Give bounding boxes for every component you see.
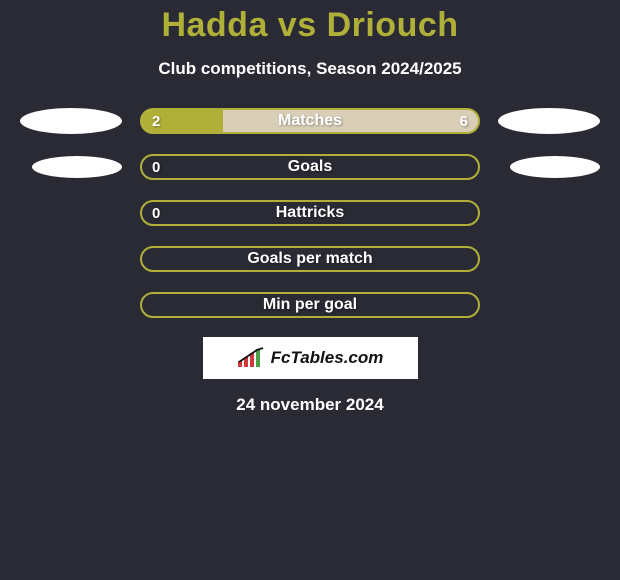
subtitle: Club competitions, Season 2024/2025	[0, 59, 620, 79]
logo-sparkline-icon	[237, 347, 267, 369]
player-right-ellipse	[510, 156, 600, 178]
stat-bar: 26Matches	[140, 108, 480, 134]
stat-bar: 0Goals	[140, 154, 480, 180]
stat-bar: 0Hattricks	[140, 200, 480, 226]
stat-right-value: 6	[460, 110, 468, 132]
stats-rows: 26Matches0Goals0HattricksGoals per match…	[0, 107, 620, 319]
stat-row: Min per goal	[0, 291, 620, 319]
stat-row: 0Goals	[0, 153, 620, 181]
player-left-ellipse	[32, 156, 122, 178]
logo-box: FcTables.com	[203, 337, 418, 379]
player-left-ellipse	[20, 108, 122, 134]
stat-left-value: 0	[152, 156, 160, 178]
stat-label: Goals	[142, 156, 478, 178]
stat-bar: Goals per match	[140, 246, 480, 272]
stat-row: 26Matches	[0, 107, 620, 135]
page-title: Hadda vs Driouch	[0, 0, 620, 45]
stat-label: Hattricks	[142, 202, 478, 224]
stat-row: Goals per match	[0, 245, 620, 273]
player-right-ellipse	[498, 108, 600, 134]
stat-row: 0Hattricks	[0, 199, 620, 227]
stat-bar-fill	[142, 110, 223, 132]
logo-text: FcTables.com	[271, 348, 384, 368]
stat-left-value: 0	[152, 202, 160, 224]
stat-bar: Min per goal	[140, 292, 480, 318]
stat-label: Min per goal	[142, 294, 478, 316]
stat-label: Goals per match	[142, 248, 478, 270]
date-label: 24 november 2024	[0, 395, 620, 415]
